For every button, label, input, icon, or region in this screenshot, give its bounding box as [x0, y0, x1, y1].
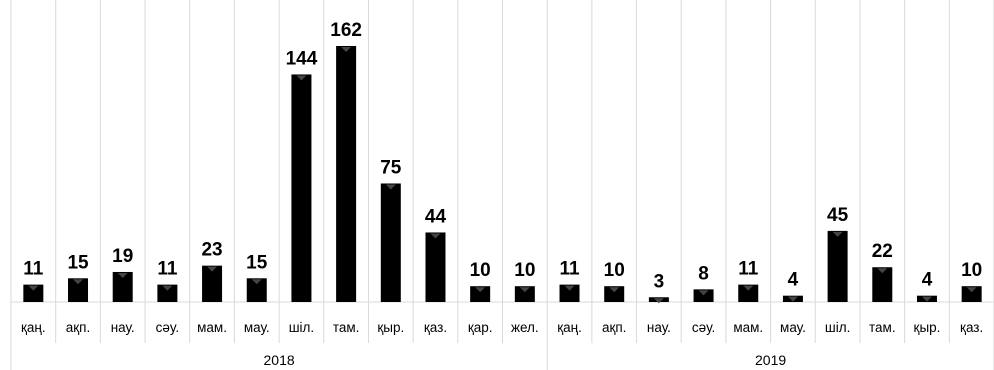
- bar-cap: [653, 298, 664, 304]
- data-label: 45: [827, 205, 849, 226]
- x-tick-label: қыр.: [914, 320, 941, 335]
- bar-cap: [609, 287, 620, 293]
- bar-cap: [296, 75, 307, 81]
- bar: [202, 265, 223, 302]
- data-label: 162: [330, 20, 362, 41]
- x-tick-label: қаз.: [424, 320, 447, 335]
- bar: [68, 278, 89, 302]
- bar: [380, 183, 401, 302]
- bar-cap: [162, 285, 173, 291]
- x-tick-label: ақп.: [66, 320, 90, 335]
- x-tick-label: мау.: [780, 320, 806, 335]
- data-label: 11: [738, 259, 759, 280]
- bar: [157, 284, 178, 302]
- x-tick-label: қаз.: [960, 320, 983, 335]
- data-label: 11: [559, 259, 580, 280]
- x-tick-label: мам.: [733, 320, 763, 335]
- data-label: 3: [654, 271, 665, 292]
- x-tick-label: қаң.: [21, 320, 46, 335]
- bar: [514, 286, 535, 302]
- data-label: 19: [112, 246, 133, 267]
- x-tick-label: сәу.: [692, 320, 715, 335]
- year-group-label: 2018: [264, 352, 295, 368]
- data-label: 15: [246, 252, 268, 273]
- x-tick-label: нау.: [647, 320, 671, 335]
- bar-cap: [698, 290, 709, 296]
- data-label: 4: [922, 270, 933, 291]
- data-label: 11: [157, 259, 178, 280]
- data-label: 4: [788, 270, 799, 291]
- bar-cap: [564, 285, 575, 291]
- bar: [291, 74, 312, 302]
- bar: [693, 289, 714, 302]
- x-tick-label: қыр.: [377, 320, 404, 335]
- x-tick-label: мау.: [244, 320, 270, 335]
- bar-cap: [877, 268, 888, 274]
- x-tick-label: жел.: [511, 320, 539, 335]
- bar-cap: [341, 47, 352, 52]
- data-label: 11: [23, 259, 44, 280]
- data-label: 8: [698, 263, 709, 284]
- bar: [872, 267, 893, 302]
- bar-cap: [475, 287, 486, 293]
- bar: [246, 278, 267, 302]
- data-label: 44: [425, 206, 447, 227]
- x-tick-label: шіл.: [825, 320, 850, 335]
- bar: [559, 284, 580, 302]
- data-label: 10: [514, 260, 535, 281]
- bar-cap: [28, 285, 39, 291]
- bar: [470, 286, 491, 302]
- data-label: 22: [872, 241, 893, 262]
- bar: [961, 286, 982, 302]
- bar-cap: [385, 184, 396, 190]
- data-label: 10: [470, 260, 491, 281]
- data-label: 15: [67, 252, 89, 273]
- bar-cap: [832, 231, 843, 237]
- data-label: 10: [604, 260, 625, 281]
- bar-cap: [519, 287, 530, 293]
- x-tick-label: там.: [869, 320, 896, 335]
- x-tick-label: нау.: [111, 320, 135, 335]
- data-label: 10: [961, 260, 982, 281]
- bar-cap: [743, 285, 754, 291]
- data-label: 144: [286, 48, 318, 69]
- bar-cap: [73, 279, 84, 285]
- bar-cap: [207, 266, 218, 272]
- bar: [738, 284, 759, 302]
- x-tick-label: мам.: [197, 320, 227, 335]
- bar-cap: [966, 287, 977, 293]
- data-label: 23: [201, 240, 222, 261]
- x-tick-label: ақп.: [602, 320, 626, 335]
- bar: [112, 271, 133, 302]
- bar-cap: [251, 279, 262, 285]
- bar: [336, 46, 357, 302]
- bar: [23, 284, 44, 302]
- bar: [827, 230, 848, 302]
- x-tick-label: шіл.: [289, 320, 314, 335]
- bar: [604, 286, 625, 302]
- x-tick-label: там.: [333, 320, 360, 335]
- x-tick-label: сәу.: [156, 320, 179, 335]
- bar-cap: [430, 233, 441, 239]
- bar-cap: [921, 296, 932, 302]
- year-group-label: 2019: [755, 352, 786, 368]
- bar-cap: [117, 272, 128, 278]
- x-tick-label: қар.: [468, 320, 493, 335]
- x-tick-label: қаң.: [557, 320, 582, 335]
- bar-cap: [787, 296, 798, 302]
- data-label: 75: [380, 157, 402, 178]
- bar: [425, 232, 446, 302]
